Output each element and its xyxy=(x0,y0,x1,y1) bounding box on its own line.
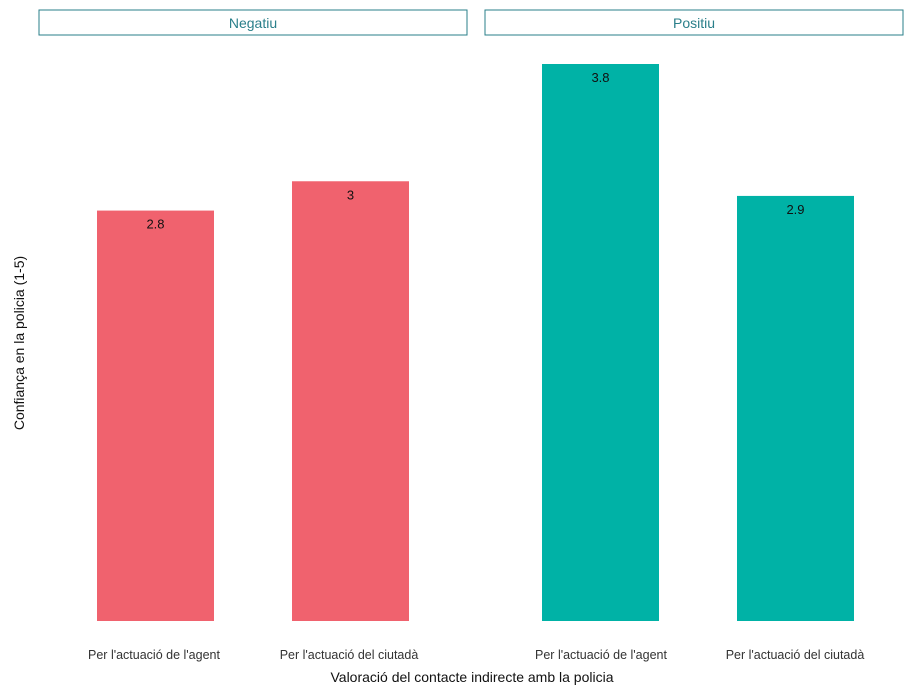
x-tick-label: Per l'actuació de l'agent xyxy=(88,648,220,662)
facet-strip-label: Negatiu xyxy=(229,15,277,31)
x-axis-title: Valoració del contacte indirecte amb la … xyxy=(330,669,613,685)
facet-strip-label: Positiu xyxy=(673,15,715,31)
bar-positiu-2 xyxy=(737,195,854,621)
x-tick-label: Per l'actuació del ciutadà xyxy=(726,648,865,662)
data-label: 3.8 xyxy=(591,70,609,85)
facet-strip-positiu xyxy=(484,9,904,36)
data-label: 3 xyxy=(347,187,354,202)
x-tick-label: Per l'actuació de l'agent xyxy=(535,648,667,662)
bar-positiu-1 xyxy=(542,64,659,621)
y-axis-title: Confiança en la policia (1-5) xyxy=(11,256,27,430)
chart-panels: Negatiu 2.8 3 Per l'actuació de l'agent Per … xyxy=(38,9,904,662)
bar-negatiu-2 xyxy=(292,181,409,621)
data-label: 2.8 xyxy=(146,217,164,232)
data-label: 2.9 xyxy=(786,202,804,217)
facet-strip-negatiu xyxy=(38,9,468,36)
x-tick-label: Per l'actuació del ciutadà xyxy=(280,648,419,662)
bar-negatiu-1 xyxy=(97,210,214,621)
